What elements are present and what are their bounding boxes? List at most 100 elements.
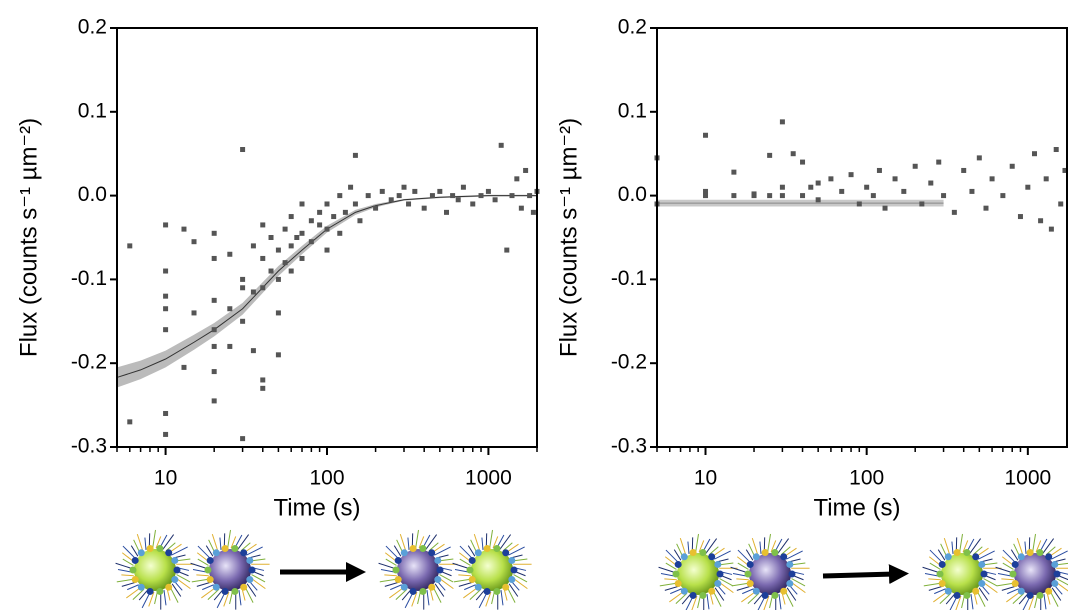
bead: [1045, 553, 1053, 561]
data-point: [961, 167, 967, 173]
bead: [689, 549, 697, 557]
ligand: [791, 578, 806, 587]
data-point: [892, 176, 898, 182]
ligand: [1010, 549, 1019, 561]
data-point: [181, 226, 187, 232]
ligand: [1051, 550, 1068, 560]
data-point: [498, 142, 504, 148]
ligand: [1002, 562, 1014, 570]
data-point: [250, 348, 256, 354]
particle-purple: [730, 533, 810, 610]
ligand: [934, 588, 946, 595]
plot-frame: [116, 27, 538, 448]
data-point: [282, 226, 288, 232]
ligand: [1035, 540, 1042, 553]
data-point: [1038, 218, 1044, 224]
bead: [474, 583, 482, 591]
y-tick-label: 0.0: [618, 183, 647, 206]
data-point: [437, 188, 443, 194]
ligand: [452, 562, 471, 570]
data-point: [260, 255, 266, 261]
data-point: [800, 159, 806, 165]
data-point: [514, 176, 520, 182]
data-point: [882, 205, 888, 211]
bead: [129, 566, 137, 574]
data-point: [1048, 226, 1054, 232]
data-point: [240, 285, 246, 291]
bead: [780, 587, 788, 595]
data-point: [240, 436, 246, 442]
bead: [680, 587, 688, 595]
bead: [938, 560, 946, 568]
ligand: [207, 588, 220, 601]
data-point: [260, 385, 266, 391]
ligand: [115, 562, 134, 570]
data-point: [317, 222, 323, 228]
ligand: [122, 545, 137, 560]
ligand: [658, 566, 677, 574]
data-point: [324, 247, 330, 253]
ligand: [922, 566, 941, 574]
ligand: [464, 584, 476, 591]
ligand: [489, 529, 494, 549]
bead: [938, 580, 946, 588]
data-point: [800, 193, 806, 199]
ligand: [499, 534, 512, 550]
ligand: [213, 590, 223, 601]
confidence-band: [117, 194, 537, 388]
bead: [1051, 560, 1059, 568]
ligand: [995, 566, 1014, 574]
data-point: [163, 431, 169, 437]
data-point: [127, 419, 133, 425]
ligand: [459, 545, 474, 560]
ligand: [706, 594, 710, 610]
data-point: [518, 205, 524, 211]
bead: [980, 570, 988, 578]
ligand: [736, 578, 749, 581]
data-point: [1053, 147, 1059, 153]
bead: [394, 576, 402, 584]
ligand: [500, 590, 504, 606]
ligand: [962, 540, 969, 553]
bead: [1026, 549, 1034, 557]
data-point: [864, 184, 870, 190]
ligand: [737, 549, 752, 564]
data-point: [357, 218, 363, 224]
bead: [1011, 580, 1019, 588]
ligand: [714, 587, 725, 601]
ligand: [939, 592, 952, 605]
bead: [752, 553, 760, 561]
ligand: [393, 545, 402, 557]
bead: [786, 560, 794, 568]
data-point: [703, 193, 709, 199]
x-tick-label: 10: [154, 467, 177, 490]
ligand: [190, 562, 209, 570]
ligand: [385, 545, 400, 560]
data-point: [352, 201, 358, 207]
ligand: [508, 583, 519, 597]
ligand: [778, 594, 782, 610]
y-tick-label: -0.3: [71, 435, 107, 458]
bead: [204, 566, 212, 574]
data-point: [163, 293, 169, 299]
bead: [137, 583, 145, 591]
data-point: [406, 201, 412, 207]
ligand: [425, 534, 438, 550]
data-point: [299, 201, 305, 207]
ligand: [1028, 595, 1035, 610]
bead: [466, 566, 474, 574]
bead: [978, 580, 986, 588]
data-point: [260, 285, 266, 291]
particle-green: [452, 529, 532, 610]
ligand: [1007, 588, 1019, 595]
bead: [746, 560, 754, 568]
ligand: [237, 534, 250, 550]
data-point: [1000, 193, 1006, 199]
ligand: [1012, 592, 1025, 605]
data-point: [523, 167, 529, 173]
data-point: [1017, 214, 1023, 220]
ligand: [937, 549, 946, 561]
data-point: [227, 251, 233, 257]
data-point: [848, 172, 854, 178]
bead: [1036, 549, 1044, 557]
